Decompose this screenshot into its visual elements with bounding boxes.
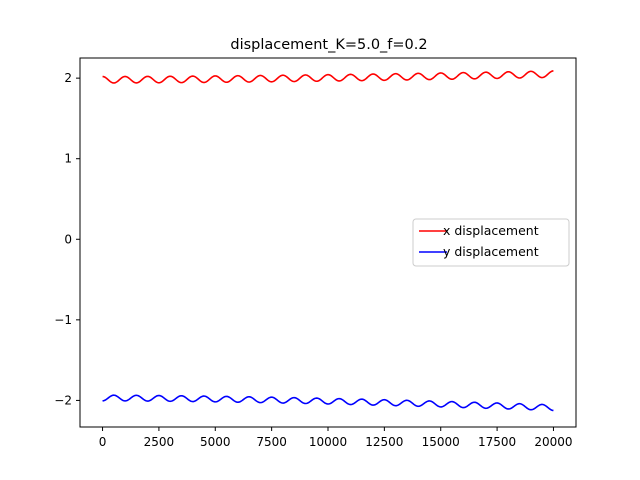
legend-box: [412, 218, 570, 267]
x-axis: 0 2500 5000 7500 10000 12500 15000 17500 20000: [99, 427, 573, 449]
x-tick-label: 20000: [534, 435, 572, 449]
x-tick-label: 2500: [144, 435, 175, 449]
y-tick-label: 0: [64, 232, 72, 246]
x-tick-label: 17500: [478, 435, 516, 449]
y-tick-label: 2: [64, 71, 72, 85]
chart-title: displacement_K=5.0_f=0.2: [230, 37, 427, 53]
x-tick-label: 15000: [422, 435, 460, 449]
series-layer: [102, 70, 554, 412]
x-tick-label: 0: [99, 435, 107, 449]
series-line-x-displacement: [102, 70, 554, 84]
legend: x displacement y displacement: [412, 218, 570, 267]
y-tick-label: −1: [54, 313, 72, 327]
x-tick-label: 12500: [365, 435, 403, 449]
x-tick-label: 7500: [256, 435, 287, 449]
series-line-y-displacement: [102, 394, 554, 412]
y-axis: −2 −1 0 1 2: [54, 71, 80, 407]
legend-label-x-displacement: x displacement: [443, 223, 539, 238]
x-tick-label: 10000: [309, 435, 347, 449]
legend-label-y-displacement: y displacement: [443, 244, 539, 259]
y-tick-label: 1: [64, 152, 72, 166]
x-tick-label: 5000: [200, 435, 231, 449]
y-tick-label: −2: [54, 393, 72, 407]
